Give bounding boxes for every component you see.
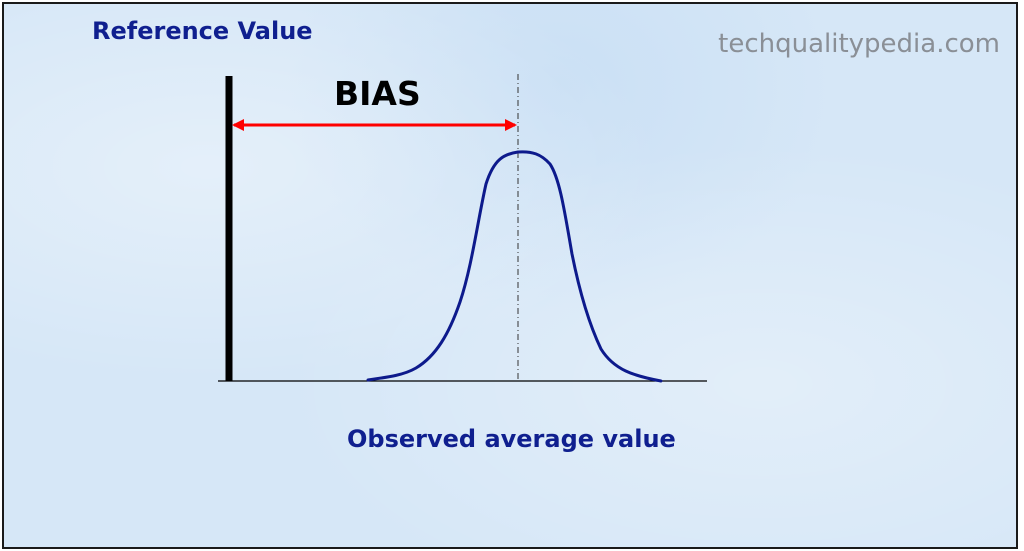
bias-label: BIAS [334,74,421,113]
reference-value-label: Reference Value [92,17,313,45]
normal-curve [366,150,663,383]
watermark-text: techqualitypedia.com [718,29,1000,59]
bias-diagram [218,74,707,383]
observed-average-label: Observed average value [347,425,676,453]
